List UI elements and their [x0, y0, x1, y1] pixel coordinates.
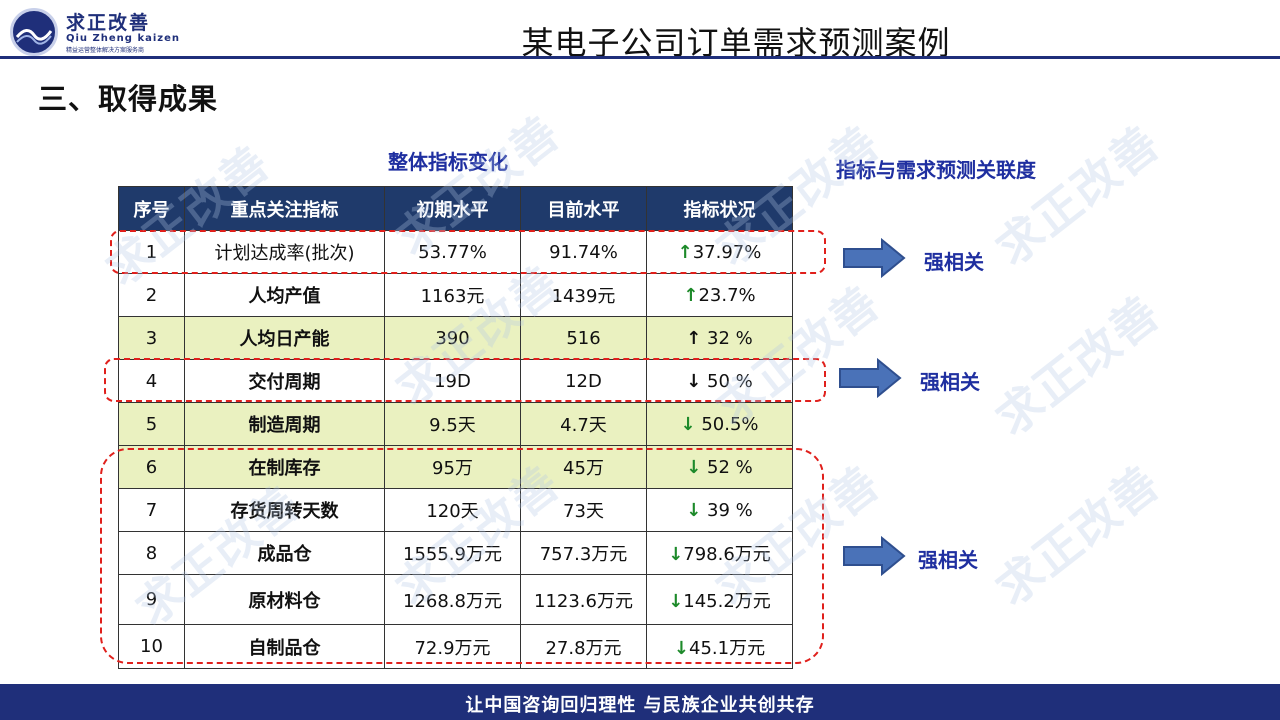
row-status-value: 50.5%	[695, 413, 759, 435]
row-status-value: 32 %	[701, 327, 753, 349]
row-initial: 1163元	[384, 273, 521, 317]
row-status-value: 145.2万元	[683, 590, 771, 612]
brand-logo: 求正改善 Qiu Zheng kaizen 精益运营整体解决方案服务商	[10, 6, 180, 56]
row-current: 1123.6万元	[520, 574, 647, 625]
row-metric: 计划达成率(批次)	[184, 230, 385, 274]
title-divider	[0, 56, 1280, 59]
arrow-down-icon: ↓	[680, 413, 696, 435]
arrow-up-icon: ↑	[686, 327, 702, 349]
row-current: 757.3万元	[520, 531, 647, 575]
row-current: 91.74%	[520, 230, 647, 274]
header-current: 目前水平	[520, 186, 647, 231]
row-initial: 120天	[384, 488, 521, 532]
table-row: 4 交付周期 19D 12D ↓ 50 %	[118, 359, 793, 403]
row-current: 27.8万元	[520, 624, 647, 669]
table-row: 2 人均产值 1163元 1439元 ↑23.7%	[118, 273, 793, 317]
table-header-row: 序号 重点关注指标 初期水平 目前水平 指标状况	[118, 186, 793, 231]
row-metric: 人均日产能	[184, 316, 385, 360]
row-no: 9	[118, 574, 185, 625]
table-row: 1 计划达成率(批次) 53.77% 91.74% ↑37.97%	[118, 230, 793, 274]
arrow-up-icon: ↑	[677, 241, 693, 263]
row-status: ↓ 50.5%	[646, 402, 793, 446]
table-row: 5 制造周期 9.5天 4.7天 ↓ 50.5%	[118, 402, 793, 446]
row-current: 1439元	[520, 273, 647, 317]
row-status: ↓145.2万元	[646, 574, 793, 625]
highlight-box-rows-6-10	[100, 448, 824, 664]
brand-tagline: 精益运营整体解决方案服务商	[66, 47, 145, 54]
row-initial: 9.5天	[384, 402, 521, 446]
page-title: 某电子公司订单需求预测案例	[521, 24, 951, 62]
header-no: 序号	[118, 186, 185, 231]
row-status: ↑ 32 %	[646, 316, 793, 360]
table-row: 10 自制品仓 72.9万元 27.8万元 ↓45.1万元	[118, 624, 793, 669]
row-current: 516	[520, 316, 647, 360]
row-status: ↓ 39 %	[646, 488, 793, 532]
row-status: ↓ 52 %	[646, 445, 793, 489]
row-metric: 人均产值	[184, 273, 385, 317]
row-status: ↑23.7%	[646, 273, 793, 317]
arrow-down-icon: ↓	[668, 544, 684, 565]
row-status: ↑37.97%	[646, 230, 793, 274]
row-no: 8	[118, 531, 185, 575]
arrow-down-icon: ↓	[686, 456, 702, 478]
row-metric: 在制库存	[184, 445, 385, 489]
highlight-box-row-1	[110, 230, 826, 274]
row-status-value: 52 %	[701, 456, 753, 478]
row-no: 7	[118, 488, 185, 532]
row-no: 5	[118, 402, 185, 446]
arrow-up-icon: ↑	[683, 284, 699, 306]
table-caption: 整体指标变化	[388, 150, 508, 174]
row-metric: 自制品仓	[184, 624, 385, 669]
section-title: 三、取得成果	[38, 82, 219, 116]
row-status-value: 37.97%	[692, 241, 762, 263]
logo-emblem-icon	[10, 8, 58, 56]
row-current: 73天	[520, 488, 647, 532]
table-row: 3 人均日产能 390 516 ↑ 32 %	[118, 316, 793, 360]
correlation-label: 强相关	[918, 548, 978, 572]
row-current: 45万	[520, 445, 647, 489]
right-arrow-icon	[843, 238, 906, 278]
row-metric: 存货周转天数	[184, 488, 385, 532]
row-status-value: 798.6万元	[683, 544, 771, 565]
correlation-label: 强相关	[924, 250, 984, 274]
row-status-value: 39 %	[701, 499, 753, 521]
right-arrow-icon	[839, 358, 902, 398]
arrow-down-icon: ↓	[686, 499, 702, 521]
row-no: 2	[118, 273, 185, 317]
table-row: 9 原材料仓 1268.8万元 1123.6万元 ↓145.2万元	[118, 574, 793, 625]
brand-name: 求正改善	[66, 12, 151, 34]
row-status-value: 23.7%	[698, 284, 756, 306]
row-initial: 1268.8万元	[384, 574, 521, 625]
row-initial: 95万	[384, 445, 521, 489]
header-initial: 初期水平	[384, 186, 521, 231]
watermark: 求正改善	[985, 454, 1171, 616]
row-initial: 390	[384, 316, 521, 360]
row-status: ↓45.1万元	[646, 624, 793, 669]
row-no: 3	[118, 316, 185, 360]
row-no: 1	[118, 230, 185, 274]
row-metric: 制造周期	[184, 402, 385, 446]
footer-slogan: 让中国咨询回归理性 与民族企业共创共存	[465, 695, 815, 716]
brand-pinyin: Qiu Zheng kaizen	[66, 33, 180, 44]
header-status: 指标状况	[646, 186, 793, 231]
row-status-value: 50 %	[701, 370, 753, 392]
row-status-value: 45.1万元	[689, 637, 766, 659]
side-caption: 指标与需求预测关联度	[836, 158, 1036, 182]
arrow-down-icon: ↓	[686, 370, 702, 392]
row-initial: 72.9万元	[384, 624, 521, 669]
right-arrow-icon	[843, 536, 906, 576]
row-current: 4.7天	[520, 402, 647, 446]
footer-bar: 让中国咨询回归理性 与民族企业共创共存	[0, 684, 1280, 720]
watermark: 求正改善	[985, 114, 1171, 276]
table-row: 7 存货周转天数 120天 73天 ↓ 39 %	[118, 488, 793, 532]
table-row: 6 在制库存 95万 45万 ↓ 52 %	[118, 445, 793, 489]
arrow-down-icon: ↓	[668, 590, 684, 612]
correlation-label: 强相关	[920, 370, 980, 394]
highlight-box-row-4	[104, 358, 826, 402]
arrow-down-icon: ↓	[673, 637, 689, 659]
watermark: 求正改善	[985, 284, 1171, 446]
header-metric: 重点关注指标	[184, 186, 385, 231]
